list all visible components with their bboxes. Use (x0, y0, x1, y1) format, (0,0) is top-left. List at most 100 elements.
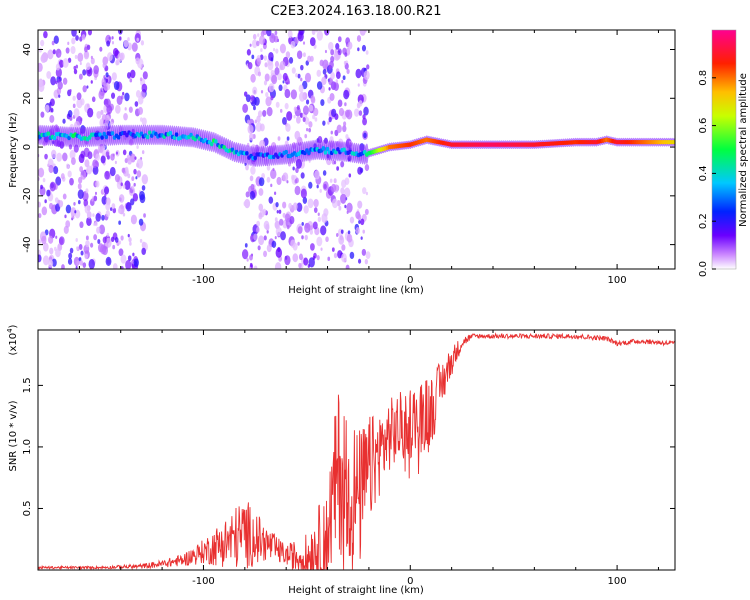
spectrogram-noise-blob (262, 208, 267, 216)
spectrogram-noise-blob (335, 71, 341, 80)
spectrogram-noise-blob (303, 205, 309, 214)
spectrogram-noise-blob (292, 253, 299, 263)
spectrogram-noise-blob (340, 161, 345, 168)
spectrogram-noise-blob (268, 83, 275, 93)
spectrogram-noise-blob (274, 262, 282, 269)
spectrogram-noise-blob (344, 204, 347, 209)
spectrogram-noise-blob (259, 123, 265, 132)
spectrogram-noise-blob (313, 198, 319, 208)
spectrogram-noise-blob (53, 35, 59, 45)
spectrogram-noise-blob (337, 36, 342, 43)
spectrogram-noise-blob (270, 95, 274, 101)
spectrogram-noise-blob (104, 186, 110, 195)
spectrogram-noise-blob (40, 111, 45, 118)
spectrogram-noise-blob (47, 49, 54, 60)
spectrogram-noise-blob (38, 62, 43, 73)
spectrogram-noise-blob (69, 247, 74, 254)
spectrogram-noise-blob (362, 229, 365, 234)
spectrogram-noise-blob (86, 165, 93, 175)
spectrogram-noise-blob (76, 260, 80, 266)
spectrogram-noise-blob (324, 30, 330, 36)
spectrogram-noise-blob (85, 62, 91, 71)
spectrogram-noise-blob (330, 130, 334, 135)
spectrogram-noise-blob (69, 177, 74, 186)
spectrogram-noise-blob (97, 144, 104, 154)
spectrogram-noise-blob (303, 257, 309, 266)
spectrogram-noise-blob (62, 77, 68, 85)
spectrogram-noise-blob (331, 108, 337, 118)
spectrogram-noise-blob (41, 206, 48, 216)
spectrogram-noise-blob (38, 213, 42, 219)
spectrogram-ridge-point (116, 135, 121, 140)
spectrogram-noise-blob (78, 73, 83, 80)
spectrogram-noise-blob (256, 57, 262, 66)
spectrogram-noise-blob (324, 49, 327, 54)
spectrogram-noise-blob (256, 40, 260, 47)
spectrogram-noise-blob (344, 52, 348, 57)
spectrogram-noise-blob (316, 30, 324, 41)
snr-y-scale: (x104) (6, 324, 19, 355)
spectrogram-noise-blob (76, 92, 82, 101)
spectrogram-noise-blob (357, 213, 362, 221)
spectrogram-noise-blob (341, 79, 344, 84)
spectrogram-ridge-point (174, 132, 179, 137)
spectrogram-noise-blob (95, 153, 101, 161)
spectrogram-noise-blob (250, 96, 254, 102)
spectrogram-ridge-point (321, 146, 326, 151)
spectrogram-noise-blob (104, 117, 110, 125)
spectrogram-noise-blob (316, 69, 322, 77)
spectrogram-noise-blob (73, 65, 77, 70)
spectrogram-noise-blob (90, 80, 93, 84)
spectrogram-noise-blob (110, 236, 115, 243)
spectrogram-noise-blob (67, 110, 73, 118)
spectrogram-noise-blob (316, 255, 320, 261)
spectrogram-noise-blob (341, 244, 346, 251)
spectrogram-noise-blob (335, 79, 339, 84)
spectrogram-noise-blob (266, 229, 269, 234)
spectrogram-noise-blob (294, 36, 299, 44)
spectrogram-noise-blob (58, 59, 64, 68)
spectrogram-noise-blob (101, 79, 106, 86)
spectrogram-noise-blob (105, 72, 109, 78)
spectrogram-noise-blob (331, 247, 335, 252)
spectrogram-noise-blob (252, 33, 257, 40)
spectrogram-noise-blob (124, 158, 128, 164)
snr-y-ticks: 0.5 1.0 1.5 (22, 377, 675, 516)
spectrogram-noise-blob (347, 230, 351, 235)
spectrogram-noise-blob (249, 190, 256, 200)
spectrogram-noise-blob (309, 229, 314, 235)
spectrogram-noise-blob (58, 52, 61, 58)
spectrogram-noise-blob (130, 214, 137, 225)
spectrogram-ridge-point (193, 137, 197, 142)
spectrogram-noise-blob (87, 107, 94, 118)
spectrogram-noise-blob (300, 188, 307, 199)
spectrogram-noise-blob (282, 117, 287, 125)
spectrogram-noise-blob (278, 218, 284, 226)
spectrogram-noise-blob (266, 30, 272, 37)
spectrogram-noise-blob (272, 47, 276, 52)
spectrogram-noise-blob (102, 236, 107, 244)
spectrogram-noise-blob (357, 200, 363, 209)
x-tick-label: -100 (192, 576, 215, 587)
spectrogram-noise-blob (41, 235, 47, 245)
spectrogram-noise-blob (79, 166, 84, 173)
spectrogram-noise-blob (311, 30, 316, 36)
spectrogram-noise-blob (292, 202, 298, 211)
spectrogram-noise-blob (297, 73, 301, 79)
spectrogram-noise-blob (74, 210, 77, 214)
spectrogram-noise-blob (124, 107, 127, 111)
spectrogram-noise-blob (303, 52, 306, 58)
spectrogram-noise-blob (44, 153, 48, 160)
snr-series-line (38, 332, 675, 570)
spectrogram-noise-blob (78, 243, 83, 250)
spectrogram-noise-blob (86, 216, 92, 226)
spectrogram-noise-blob (55, 176, 62, 186)
spectrogram-noise-blob (301, 221, 304, 226)
spectrogram-noise-blob (111, 41, 115, 45)
spectrogram-noise-blob (111, 72, 117, 81)
spectrogram-noise-blob (361, 44, 367, 52)
spectrogram-noise-blob (106, 105, 113, 115)
spectrogram-noise-blob (249, 133, 254, 141)
spectrogram-noise-blob (250, 73, 256, 83)
